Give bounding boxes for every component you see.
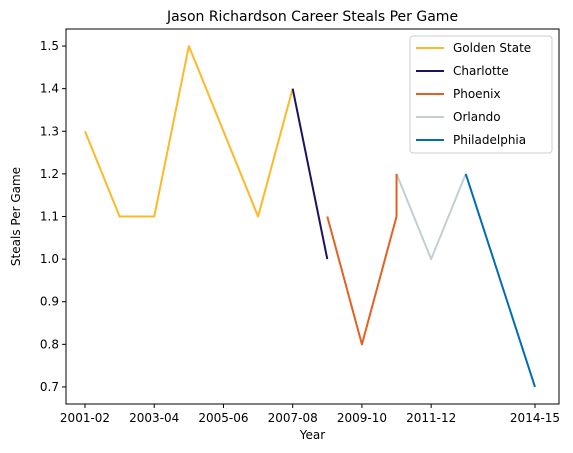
series-line-golden-state (84, 45, 294, 218)
x-axis: 2001-02 2003-04 2005-06 2007-08 2009-10 2011-… (60, 404, 560, 425)
legend: Golden State Charlotte Phoenix Orlando Phila… (409, 35, 553, 154)
y-tick-label: 0.8 (40, 337, 59, 351)
y-axis-label: Steals Per Game (9, 167, 23, 266)
x-tick-label: 2005-06 (198, 411, 248, 425)
series-line-orlando (395, 173, 467, 261)
legend-label: Phoenix (453, 87, 501, 101)
x-tick-label: 2001-02 (60, 411, 110, 425)
legend-label: Charlotte (453, 64, 509, 78)
x-axis-label: Year (299, 428, 325, 442)
chart-title: Jason Richardson Career Steals Per Game (166, 9, 458, 25)
x-tick-label: 2003-04 (129, 411, 179, 425)
x-tick-label: 2009-10 (337, 411, 387, 425)
x-tick-label: 2011-12 (406, 411, 456, 425)
y-tick-label: 1.1 (40, 210, 59, 224)
y-tick-label: 1.5 (40, 39, 59, 53)
y-tick-label: 0.7 (40, 380, 59, 394)
y-tick-label: 1.2 (40, 167, 59, 181)
y-tick-label: 0.9 (40, 295, 59, 309)
legend-box (409, 35, 553, 154)
y-tick-label: 1.4 (40, 82, 59, 96)
legend-label: Philadelphia (453, 133, 526, 147)
y-tick-label: 1.0 (40, 252, 59, 266)
series-line-philadelphia (464, 173, 536, 388)
series-line-phoenix (326, 216, 398, 346)
x-tick-label: 2007-08 (268, 411, 318, 425)
x-tick-label: 2014-15 (510, 411, 560, 425)
y-axis: 0.7 0.8 0.9 1.0 1.1 1.2 1.3 1.4 1.5 (40, 39, 66, 394)
legend-label: Golden State (453, 41, 531, 55)
plot-lines (84, 45, 536, 388)
series-line-charlotte (291, 88, 329, 260)
y-tick-label: 1.3 (40, 124, 59, 138)
legend-label: Orlando (453, 110, 501, 124)
